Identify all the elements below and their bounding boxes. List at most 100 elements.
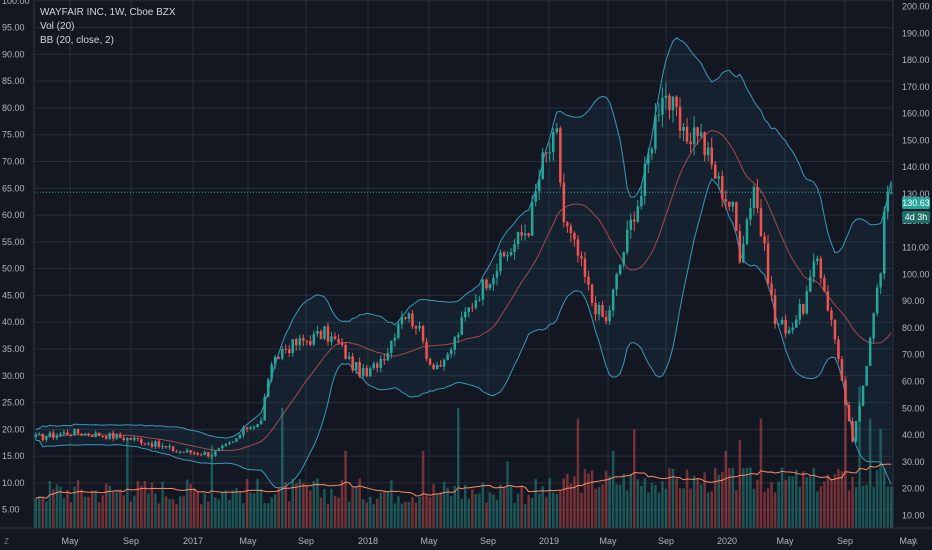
candle-body [369,368,372,377]
candle-body [752,187,756,208]
candle-body [636,206,639,222]
candle-body [611,289,615,311]
volume-bar [411,496,414,528]
volume-bar [534,478,537,528]
volume-bar [555,493,559,528]
candle-body [330,336,333,342]
volume-bar [520,485,523,528]
volume-bar [62,498,66,528]
volume-bar [773,492,777,528]
volume-bar [397,496,400,528]
candle-body [87,433,90,436]
candle-body [724,199,727,202]
volume-bar [530,498,534,528]
candle-body [703,132,706,156]
volume-indicator-label[interactable]: Vol (20) [40,21,75,32]
volume-bar [816,491,819,528]
volume-bar [390,480,393,528]
volume-bar [879,429,882,528]
candle-body [640,196,643,207]
volume-bar [506,461,509,528]
volume-bar [277,487,280,528]
x-axis-tick: Sep [837,536,853,546]
candle-body [805,291,808,314]
candle-body [414,326,418,329]
candle-body [281,348,284,359]
left-axis-tick: 5.00 [2,505,20,515]
x-axis-tick: May [61,536,79,546]
band-upper [35,37,892,439]
volume-bar [622,473,625,528]
candle-body [502,252,506,257]
candle-body [273,357,277,365]
volume-bar [812,467,816,528]
volume-bar [865,484,868,528]
volume-bar [601,484,604,528]
candle-body [460,317,463,335]
candle-body [62,432,66,434]
bollinger-indicator-label[interactable]: BB (20, close, 2) [40,35,114,46]
candle-body [675,96,678,107]
candle-body [555,128,559,133]
candle-body [756,187,759,209]
candle-body [326,326,330,342]
volume-bar [569,483,573,528]
candle-body [858,405,861,422]
volume-ma-line [35,463,892,499]
candle-body [101,436,104,437]
candle-body [154,441,157,447]
volume-bar [150,482,154,528]
candle-body [122,437,125,440]
volume-bar [784,479,787,528]
band-fill [35,37,892,488]
candle-body [228,442,231,445]
x-axis-tick: 2020 [717,536,737,546]
candle-body [90,435,94,437]
volume-bar [481,482,485,528]
candle-body [161,446,164,447]
volume-bar [418,496,421,528]
candle-body [840,358,844,381]
x-axis-tick: 2019 [539,536,559,546]
volume-bar [55,484,59,528]
volume-bar [717,475,720,528]
volume-bar [90,490,94,528]
volume-bar [115,491,118,528]
x-axis-tick: Sep [658,536,674,546]
left-axis-tick: 15.00 [2,451,25,461]
volume-bar [682,488,685,528]
candle-body [696,127,699,137]
volume-bar [340,480,344,528]
candle-body [668,95,671,111]
candle-body [393,337,397,341]
candle-body [689,141,692,145]
candle-body [633,219,636,222]
x-axis-tick: 2018 [358,536,378,546]
candle-body [238,435,242,439]
candle-body [245,427,249,429]
candle-body [626,229,629,253]
candle-body [379,359,382,368]
candle-body [826,291,830,311]
candle-body [583,258,587,277]
volume-bar [886,486,889,528]
volume-bar [467,498,470,528]
candle-body [548,152,551,154]
auto-scale-button[interactable]: A [912,537,918,546]
volume-bar [721,471,724,528]
volume-bar [259,489,263,528]
volume-bar [108,485,111,528]
candle-body [495,271,499,278]
volume-bar [509,486,513,528]
candle-body [52,432,55,438]
candle-body [471,307,474,309]
candle-body [164,446,168,448]
volume-bar [101,495,104,528]
volume-bar [281,407,284,528]
volume-bar [545,497,548,528]
volume-bar [844,375,847,528]
zoom-toggle-button[interactable]: Z [4,537,9,546]
x-axis-tick: May [420,536,438,546]
candle-body [699,132,703,137]
